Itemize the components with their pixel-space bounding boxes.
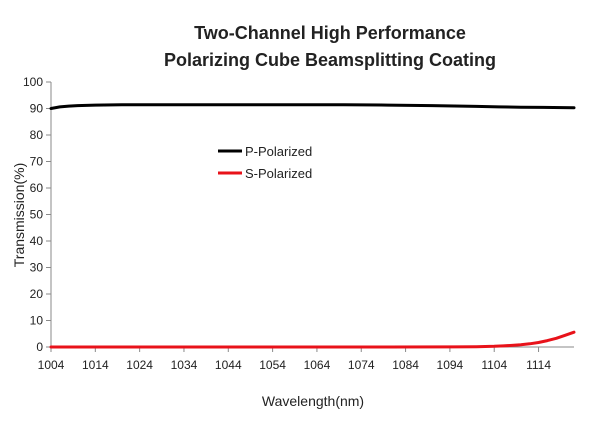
x-tick-label: 1024 [126,358,153,372]
series-line-s-polarized [49,330,576,349]
y-tick-label: 80 [30,128,44,142]
y-tick-label: 20 [30,287,44,301]
y-axis-label: Transmission(%) [11,163,27,268]
y-tick-label: 10 [30,314,44,328]
x-tick-label: 1114 [526,358,551,372]
x-tick-label: 1004 [38,358,65,372]
x-tick-label: 1014 [82,358,109,372]
y-tick-label: 100 [23,75,43,89]
x-axis-label: Wavelength(nm) [262,393,364,409]
x-tick-label: 1074 [348,358,375,372]
x-tick-label: 1094 [437,358,464,372]
x-tick-label: 1034 [171,358,198,372]
y-tick-label: 30 [30,261,44,275]
x-tick-label: 1084 [392,358,419,372]
y-tick-label: 0 [36,340,43,354]
y-tick-label: 90 [30,102,44,116]
plot-area: 0 10 20 30 40 50 60 70 80 90 100 1004 1014 1024 1034 10… [23,75,576,372]
y-tick-label: 50 [30,208,44,222]
x-tick-label: 1044 [215,358,242,372]
x-tick-label: 1104 [481,358,507,372]
y-tick-label: 70 [30,155,44,169]
x-tick-label: 1054 [259,358,286,372]
legend-label-p-polarized: P-Polarized [245,144,312,159]
chart-title-line-2: Polarizing Cube Beamsplitting Coating [164,50,496,70]
y-tick-label: 40 [30,234,44,248]
x-tick-label: 1064 [304,358,331,372]
legend-label-s-polarized: S-Polarized [245,166,312,181]
y-tick-label: 60 [30,181,44,195]
series-line-p-polarized [49,103,576,110]
chart-title-line-1: Two-Channel High Performance [194,23,466,43]
